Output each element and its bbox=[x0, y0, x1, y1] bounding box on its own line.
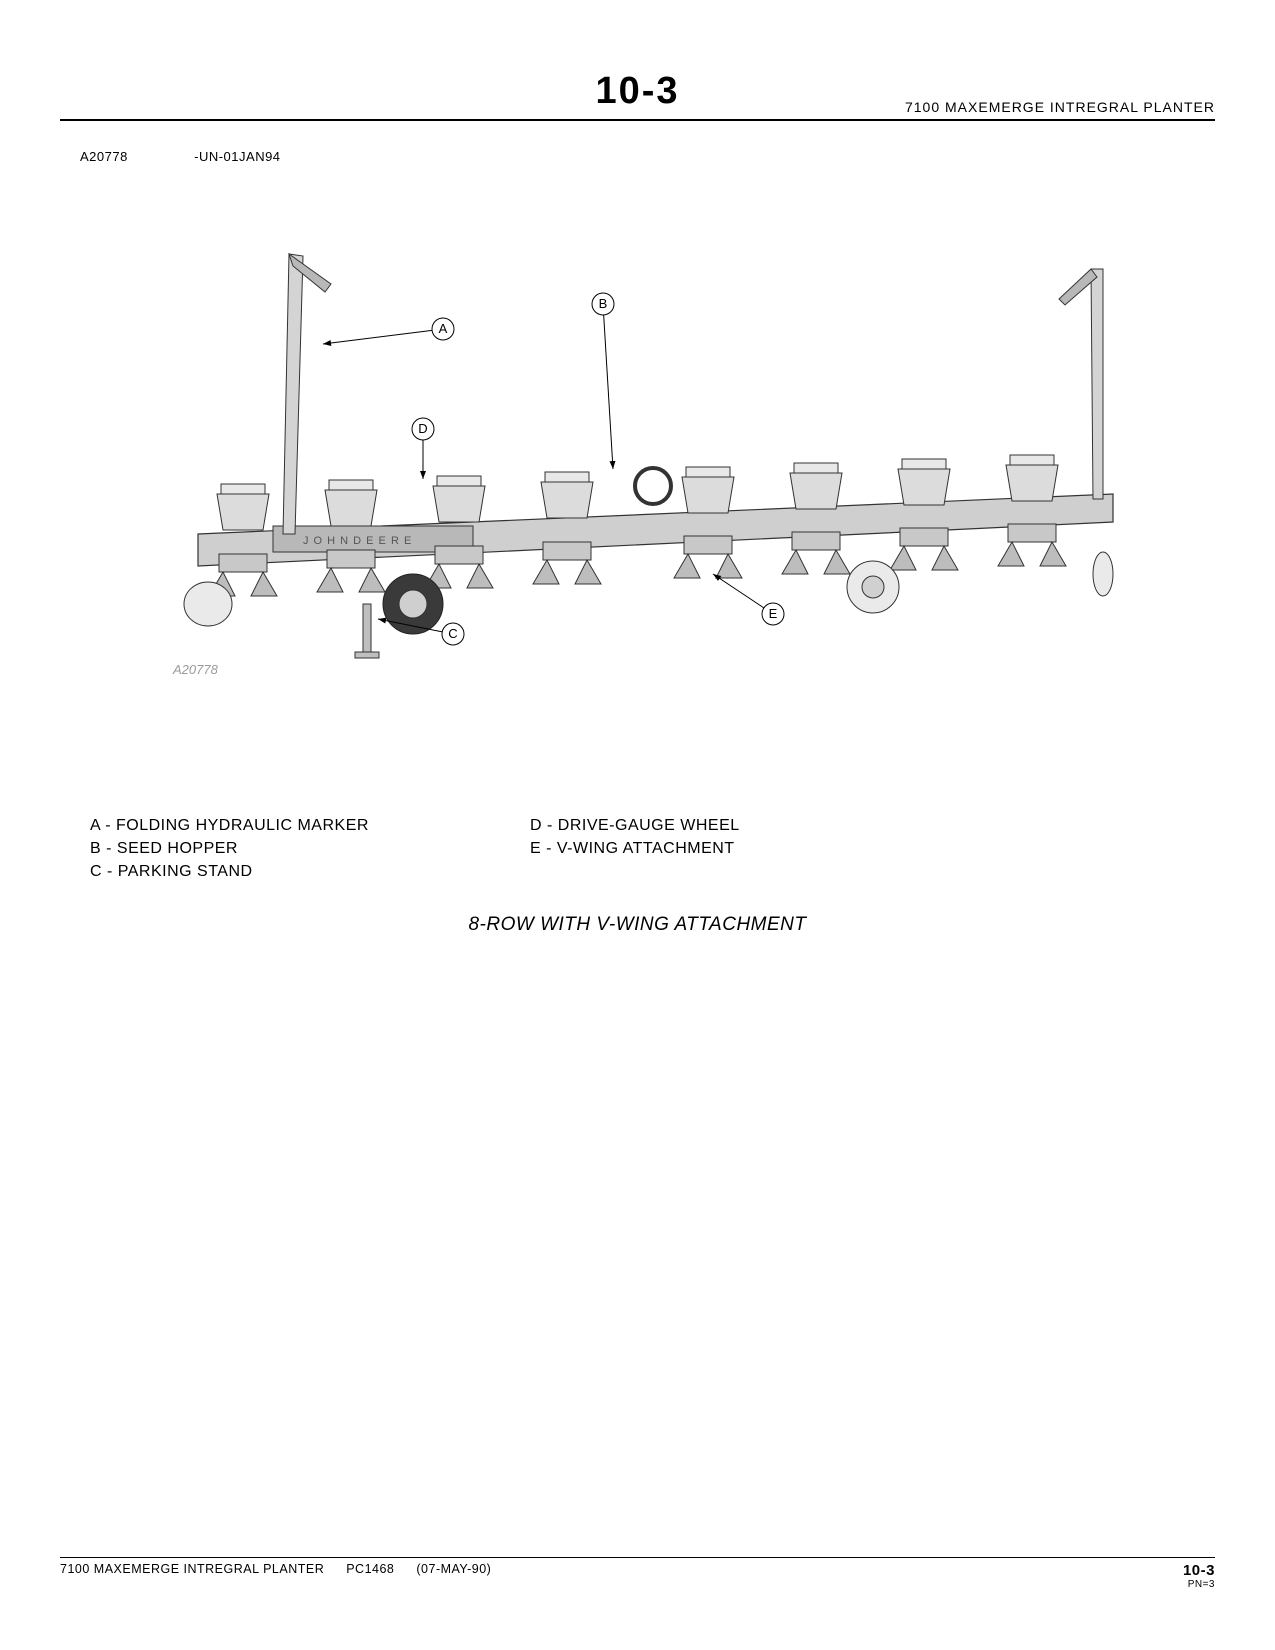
legend-col-left: A - FOLDING HYDRAULIC MARKER B - SEED HO… bbox=[90, 814, 530, 884]
svg-text:A: A bbox=[438, 321, 447, 336]
footer-pn: PN=3 bbox=[1183, 1579, 1215, 1590]
svg-text:B: B bbox=[598, 296, 607, 311]
legend-item-a: A - FOLDING HYDRAULIC MARKER bbox=[90, 814, 530, 837]
legend-item-d: D - DRIVE-GAUGE WHEEL bbox=[530, 814, 930, 837]
footer-page-number: 10-3 bbox=[1183, 1562, 1215, 1579]
legend-col-right: D - DRIVE-GAUGE WHEEL E - V-WING ATTACHM… bbox=[530, 814, 930, 884]
footer-doc-code: PC1468 bbox=[346, 1562, 394, 1576]
legend: A - FOLDING HYDRAULIC MARKER B - SEED HO… bbox=[90, 814, 1215, 884]
svg-text:A20778: A20778 bbox=[172, 662, 219, 677]
svg-text:D: D bbox=[418, 421, 427, 436]
figure-diagram: J O H N D E E R E bbox=[113, 174, 1163, 694]
header-rule: 7100 MAXEMERGE INTREGRAL PLANTER bbox=[60, 119, 1215, 121]
header-subtitle: 7100 MAXEMERGE INTREGRAL PLANTER bbox=[905, 99, 1215, 115]
figure-code: A20778 bbox=[80, 149, 190, 164]
footer-right: 10-3 PN=3 bbox=[1183, 1562, 1215, 1590]
legend-item-b: B - SEED HOPPER bbox=[90, 837, 530, 860]
page-footer: 7100 MAXEMERGE INTREGRAL PLANTER PC1468 … bbox=[60, 1557, 1215, 1590]
footer-date: (07-MAY-90) bbox=[416, 1562, 491, 1576]
figure-caption: 8-ROW WITH V-WING ATTACHMENT bbox=[60, 914, 1215, 936]
svg-text:C: C bbox=[448, 626, 457, 641]
svg-text:J O H N D E E R E: J O H N D E E R E bbox=[303, 535, 412, 547]
legend-item-e: E - V-WING ATTACHMENT bbox=[530, 837, 930, 860]
svg-text:E: E bbox=[768, 606, 777, 621]
figure-date-code: -UN-01JAN94 bbox=[194, 149, 280, 164]
footer-title: 7100 MAXEMERGE INTREGRAL PLANTER bbox=[60, 1562, 324, 1576]
legend-item-c: C - PARKING STAND bbox=[90, 860, 530, 883]
planter-illustration: J O H N D E E R E bbox=[113, 174, 1163, 694]
figure-meta: A20778 -UN-01JAN94 bbox=[80, 149, 1215, 164]
footer-left: 7100 MAXEMERGE INTREGRAL PLANTER PC1468 … bbox=[60, 1562, 1183, 1576]
